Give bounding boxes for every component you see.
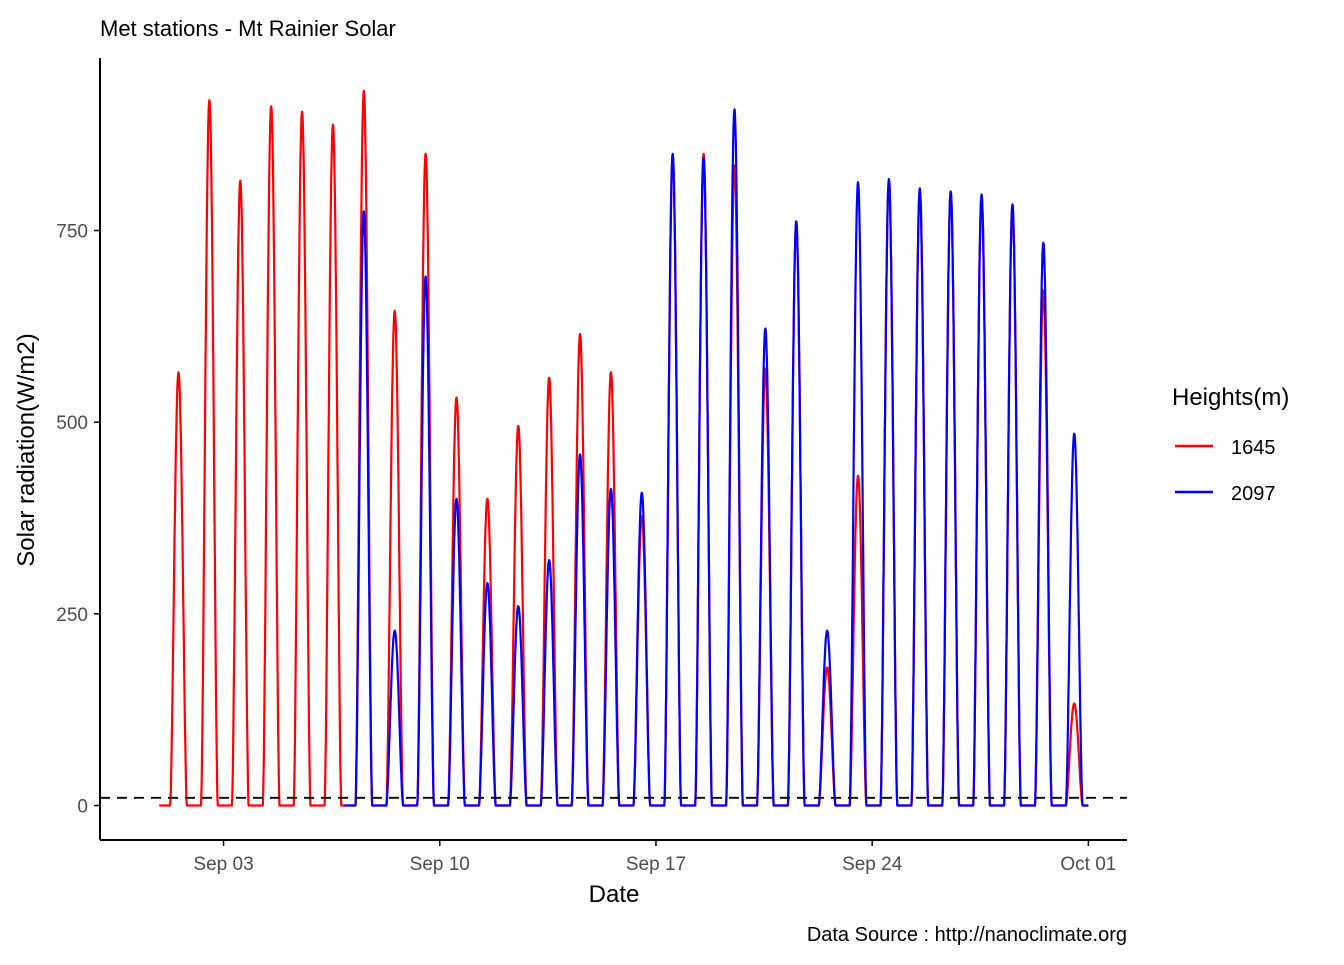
y-axis-ticks: 0 250 500 750 bbox=[56, 222, 100, 818]
y-axis-label: Solar radiation(W/m2) bbox=[13, 333, 40, 566]
x-axis-label: Date bbox=[589, 881, 640, 908]
legend-item-1645: 1645 bbox=[1175, 437, 1276, 459]
legend-title: Heights(m) bbox=[1172, 384, 1289, 411]
x-tick-label: Oct 01 bbox=[1060, 854, 1116, 875]
series-line-2097 bbox=[343, 108, 1090, 807]
legend-item-2097: 2097 bbox=[1175, 483, 1276, 505]
legend-label-1645: 1645 bbox=[1231, 437, 1276, 459]
y-tick-label: 500 bbox=[56, 413, 88, 434]
data-source-caption: Data Source : http://nanoclimate.org bbox=[807, 924, 1127, 946]
x-tick-label: Sep 10 bbox=[410, 854, 470, 875]
plot-lines bbox=[158, 89, 1090, 807]
chart-title: Met stations - Mt Rainier Solar bbox=[100, 16, 396, 41]
x-tick-label: Sep 03 bbox=[193, 854, 253, 875]
y-tick-label: 250 bbox=[56, 605, 88, 626]
legend-label-2097: 2097 bbox=[1231, 483, 1276, 505]
x-tick-label: Sep 24 bbox=[842, 854, 903, 875]
x-tick-label: Sep 17 bbox=[626, 854, 686, 875]
y-tick-label: 0 bbox=[77, 797, 88, 818]
y-tick-label: 750 bbox=[56, 222, 88, 243]
x-axis-ticks: Sep 03 Sep 10 Sep 17 Sep 24 Oct 01 bbox=[193, 840, 1116, 875]
